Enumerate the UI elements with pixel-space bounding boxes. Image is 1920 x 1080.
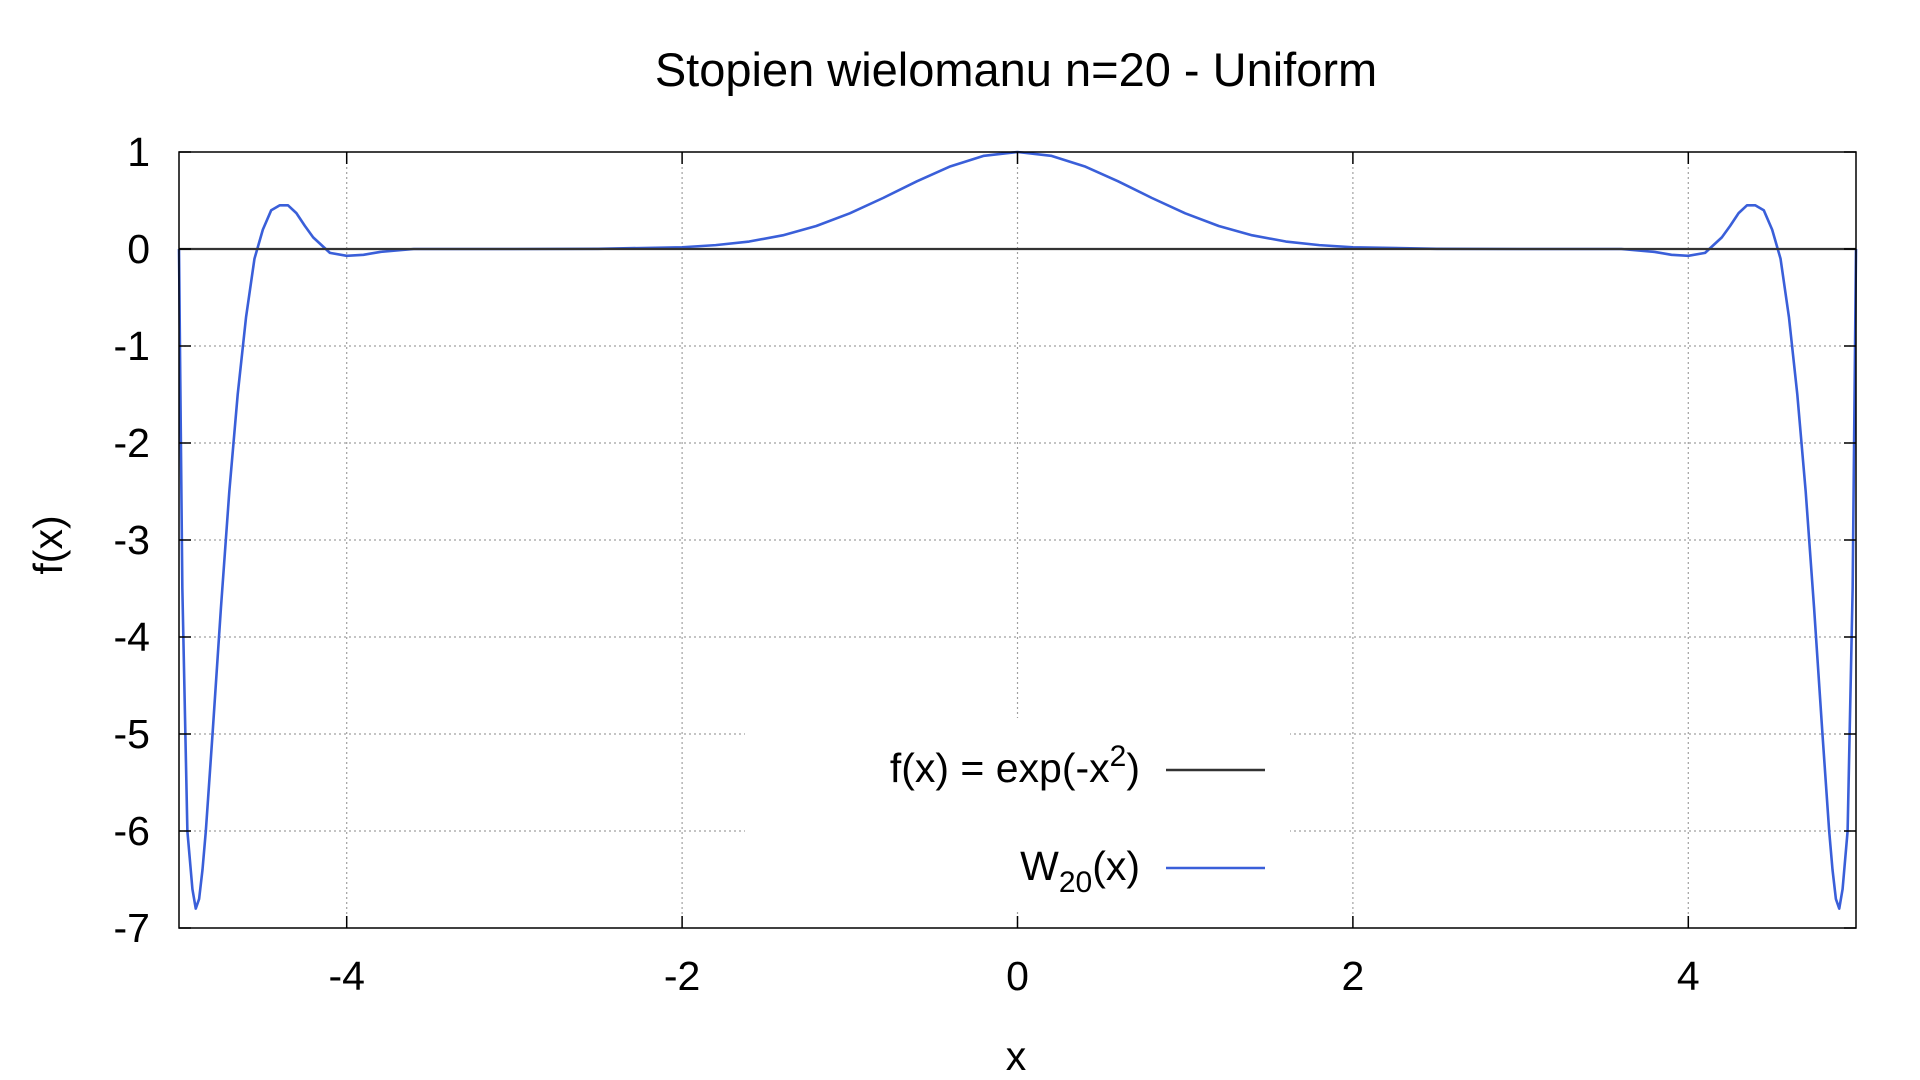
x-tick-label: 0	[1006, 953, 1029, 999]
x-tick-label: -4	[328, 953, 364, 999]
x-tick-label: 4	[1677, 953, 1700, 999]
legend-w-end: (x)	[1092, 843, 1140, 889]
y-tick-label: -2	[114, 420, 150, 466]
legend-f-main: f(x) = exp(-x	[890, 745, 1110, 791]
y-tick-label: 1	[127, 129, 150, 175]
legend-label-w: W20(x)	[1020, 843, 1140, 899]
legend-w-sub: 20	[1059, 866, 1092, 899]
legend-f-end: )	[1126, 745, 1140, 791]
y-tick-label: -6	[114, 808, 150, 854]
legend-w-main: W	[1020, 843, 1059, 889]
chart-title: Stopien wielomanu n=20 - Uniform	[655, 43, 1377, 96]
y-tick-label: -3	[114, 517, 150, 563]
ticks-layer: -4 -2 0 2 4 1 0 -1 -2 -3 -4 -5 -6 -7	[114, 129, 1856, 999]
legend-background	[745, 718, 1290, 910]
legend-label-f: f(x) = exp(-x2)	[890, 740, 1140, 791]
y-tick-label: -5	[114, 711, 150, 757]
x-tick-label: 2	[1341, 953, 1364, 999]
x-tick-label: -2	[664, 953, 700, 999]
y-tick-label: -7	[114, 905, 150, 951]
y-axis-label: f(x)	[25, 515, 71, 574]
y-tick-label: 0	[127, 226, 150, 272]
x-axis-label: x	[1006, 1033, 1027, 1079]
legend: f(x) = exp(-x2) W20(x)	[745, 718, 1290, 910]
legend-f-sup: 2	[1110, 740, 1127, 773]
y-tick-label: -1	[114, 323, 150, 369]
y-tick-label: -4	[114, 614, 150, 660]
